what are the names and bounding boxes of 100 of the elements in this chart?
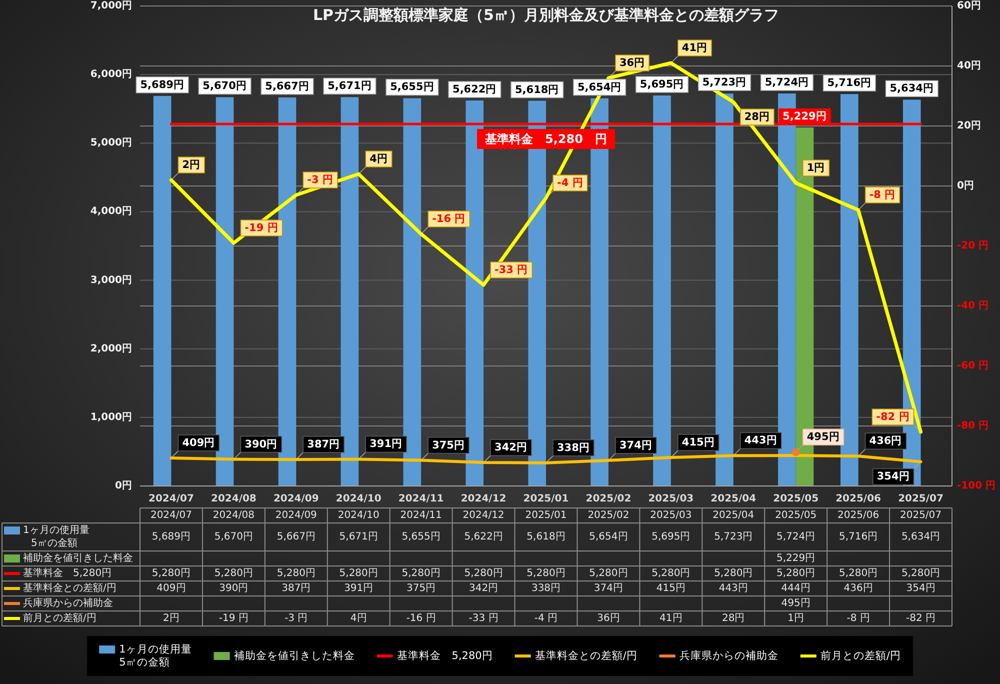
y-tick-label: 4,000円 bbox=[90, 206, 132, 218]
y2-tick-label: -60 円 bbox=[957, 360, 989, 372]
data-label: 5,634円 bbox=[901, 532, 940, 542]
data-label: -33 円 bbox=[468, 613, 498, 624]
text: 5,634円 bbox=[890, 82, 934, 95]
category-label: 2024/07 bbox=[150, 510, 192, 521]
text: 436円 bbox=[869, 435, 902, 448]
y-tick-label: 7,000円 bbox=[90, 0, 132, 12]
data-label: 5,280円 bbox=[776, 568, 816, 579]
text: 443円 bbox=[744, 434, 778, 447]
x-tick-label: 2025/01 bbox=[523, 494, 569, 504]
text: 374円 bbox=[619, 439, 652, 452]
data-label: -16 円 bbox=[406, 613, 436, 624]
category-label: 2024/10 bbox=[338, 510, 380, 521]
data-label: 5,280円 bbox=[214, 568, 254, 579]
category-label: 2024/11 bbox=[400, 510, 442, 521]
data-label: 5,280円 bbox=[276, 568, 316, 579]
legend-label: 前月との差額/円 bbox=[23, 612, 96, 624]
data-label: 36円 bbox=[597, 613, 620, 624]
text: 390円 bbox=[244, 438, 278, 450]
data-label: 5,716円 bbox=[838, 532, 878, 542]
x-tick-label: 2025/02 bbox=[586, 494, 632, 504]
data-label: 5,280円 bbox=[714, 568, 753, 579]
text: 5,655円 bbox=[390, 81, 434, 94]
text: 5,671円 bbox=[328, 80, 372, 92]
text: -82 円 bbox=[876, 411, 910, 423]
data-label: 342円 bbox=[468, 583, 498, 594]
text: 2円 bbox=[182, 159, 201, 171]
y2-tick-label: 60円 bbox=[957, 0, 981, 12]
data-label: 28円 bbox=[722, 613, 745, 624]
text: -16 円 bbox=[432, 213, 466, 225]
legend-label: 補助金を値引きした料金 bbox=[234, 649, 355, 662]
data-label: 2円 bbox=[163, 613, 180, 624]
text: 5,723円 bbox=[702, 76, 747, 89]
data-label: 5,280円 bbox=[589, 568, 628, 579]
y2-tick-label: 20円 bbox=[957, 120, 981, 132]
chart-title: LPガス調整額標準家庭（5㎥）月別料金及び基準料金との差額グラフ bbox=[313, 6, 779, 24]
data-label: -4 円 bbox=[534, 613, 558, 624]
text: 391円 bbox=[370, 438, 403, 450]
text: 5,229円 bbox=[776, 553, 816, 564]
text: 5,695円 bbox=[640, 78, 684, 90]
data-label: -8 円 bbox=[846, 613, 870, 624]
data-label: 5,280円 bbox=[901, 568, 940, 579]
text: 補助金を値引きした料金 bbox=[23, 553, 133, 564]
data-label: 5,280円 bbox=[464, 568, 503, 579]
category-label: 2025/03 bbox=[650, 510, 692, 521]
data-label: 444円 bbox=[781, 583, 810, 594]
y2-tick-label: -100 円 bbox=[957, 480, 996, 492]
data-label: 5,280円 bbox=[838, 568, 878, 579]
x-tick-label: 2024/12 bbox=[460, 494, 506, 504]
text: -4 円 bbox=[556, 177, 584, 189]
category-label: 2025/01 bbox=[525, 510, 567, 521]
text: 5,667円 bbox=[265, 80, 310, 92]
data-label: 354円 bbox=[906, 583, 936, 594]
data-label: 5,695円 bbox=[652, 532, 690, 542]
text: 409円 bbox=[182, 436, 216, 449]
data-label: 41円 bbox=[660, 613, 682, 624]
text: 兵庫県からの補助金 bbox=[23, 598, 113, 609]
text: 5,689円 bbox=[140, 78, 184, 91]
legend-label: 兵庫県からの補助金 bbox=[679, 649, 778, 662]
data-label: -3 円 bbox=[284, 613, 308, 624]
data-label: 374円 bbox=[594, 583, 624, 594]
x-tick-label: 2025/04 bbox=[710, 494, 756, 504]
y-tick-label: 2,000円 bbox=[90, 343, 132, 354]
text: 基準料金との差額/円 bbox=[534, 650, 638, 662]
text: 4円 bbox=[370, 153, 388, 165]
data-label: 436円 bbox=[844, 583, 873, 594]
text: 387円 bbox=[307, 438, 340, 450]
y2-tick-label: -20 円 bbox=[957, 240, 989, 252]
text: 41円 bbox=[682, 42, 708, 54]
text: 5,670円 bbox=[202, 80, 247, 92]
text: 5,716円 bbox=[827, 77, 872, 90]
data-label: 5,622円 bbox=[464, 532, 503, 542]
data-label: 5,280円 bbox=[652, 568, 690, 579]
data-label: 4円 bbox=[350, 613, 367, 624]
legend-label: 基準料金 5,280円 bbox=[23, 567, 112, 579]
text: -3 円 bbox=[307, 174, 334, 186]
text: 36円 bbox=[619, 57, 646, 69]
category-label: 2024/09 bbox=[275, 510, 317, 521]
y-tick-label: 1,000円 bbox=[90, 412, 132, 423]
y-tick-label: 5,000円 bbox=[90, 138, 132, 149]
data-label: 5,280円 bbox=[339, 568, 378, 579]
text: 5,618円 bbox=[514, 84, 560, 96]
data-label: 5,280円 bbox=[526, 568, 566, 579]
category-label: 2024/08 bbox=[212, 510, 254, 521]
data-label: 1円 bbox=[788, 613, 804, 624]
text: 338円 bbox=[557, 442, 590, 454]
data-label: 443円 bbox=[718, 583, 748, 594]
data-label: 5,654円 bbox=[589, 532, 628, 542]
text: 495円 bbox=[781, 598, 810, 609]
text: 1円 bbox=[806, 162, 826, 174]
x-tick-label: 2024/11 bbox=[398, 494, 444, 504]
text: 1ヶ月の使用量 5㎥の金額 bbox=[119, 644, 192, 668]
data-label: 375円 bbox=[406, 583, 436, 594]
text: 342円 bbox=[494, 442, 528, 454]
category-label: 2025/02 bbox=[588, 510, 630, 521]
text: 5,724円 bbox=[764, 76, 810, 88]
data-label: 5,670円 bbox=[214, 532, 254, 542]
data-label: 387円 bbox=[282, 583, 311, 594]
data-label: 409円 bbox=[156, 583, 186, 594]
